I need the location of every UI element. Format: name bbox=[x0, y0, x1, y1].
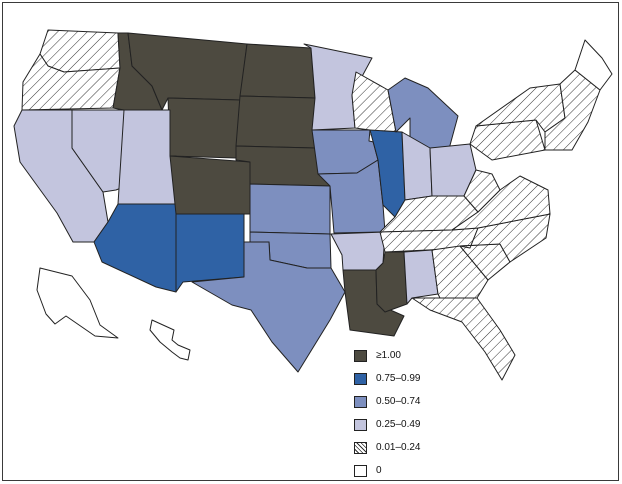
legend-item: 0.75–0.99 bbox=[354, 367, 494, 390]
legend-label: 0.75–0.99 bbox=[376, 373, 421, 384]
legend-label: 0 bbox=[376, 465, 382, 476]
state-ms bbox=[375, 251, 408, 313]
state-ut bbox=[117, 109, 177, 205]
legend-swatch bbox=[354, 418, 367, 431]
legend-item: 0.01–0.24 bbox=[354, 436, 494, 459]
legend-swatch bbox=[354, 395, 367, 408]
state-sd bbox=[235, 95, 316, 149]
legend-item: 0.50–0.74 bbox=[354, 390, 494, 413]
legend-label: 0.50–0.74 bbox=[376, 396, 421, 407]
legend-swatch bbox=[354, 372, 367, 385]
state-fl bbox=[411, 297, 516, 381]
state-mn bbox=[303, 43, 373, 131]
legend: ≥1.00 0.75–0.99 0.50–0.74 0.25–0.49 0.01… bbox=[354, 344, 494, 482]
state-nd bbox=[239, 43, 316, 99]
legend-label: 0.01–0.24 bbox=[376, 442, 421, 453]
state-ak bbox=[36, 267, 119, 339]
state-ks bbox=[249, 183, 331, 235]
state-co bbox=[169, 155, 251, 215]
state-ar bbox=[330, 231, 386, 271]
legend-item: 0 bbox=[354, 459, 494, 482]
legend-label: 0.25–0.49 bbox=[376, 419, 421, 430]
legend-swatch bbox=[354, 441, 367, 454]
state-al bbox=[403, 249, 439, 305]
state-wv bbox=[463, 169, 501, 213]
state-wy bbox=[167, 97, 241, 159]
state-ne-region bbox=[544, 69, 601, 151]
state-me bbox=[574, 39, 613, 91]
legend-swatch bbox=[354, 349, 367, 362]
legend-item: ≥1.00 bbox=[354, 344, 494, 367]
state-tx bbox=[191, 241, 346, 373]
legend-swatch bbox=[354, 464, 367, 477]
legend-label: ≥1.00 bbox=[376, 350, 401, 361]
state-pa bbox=[469, 119, 546, 161]
state-wa bbox=[39, 29, 121, 73]
state-mo bbox=[317, 159, 386, 234]
legend-item: 0.25–0.49 bbox=[354, 413, 494, 436]
state-hi bbox=[149, 319, 191, 361]
